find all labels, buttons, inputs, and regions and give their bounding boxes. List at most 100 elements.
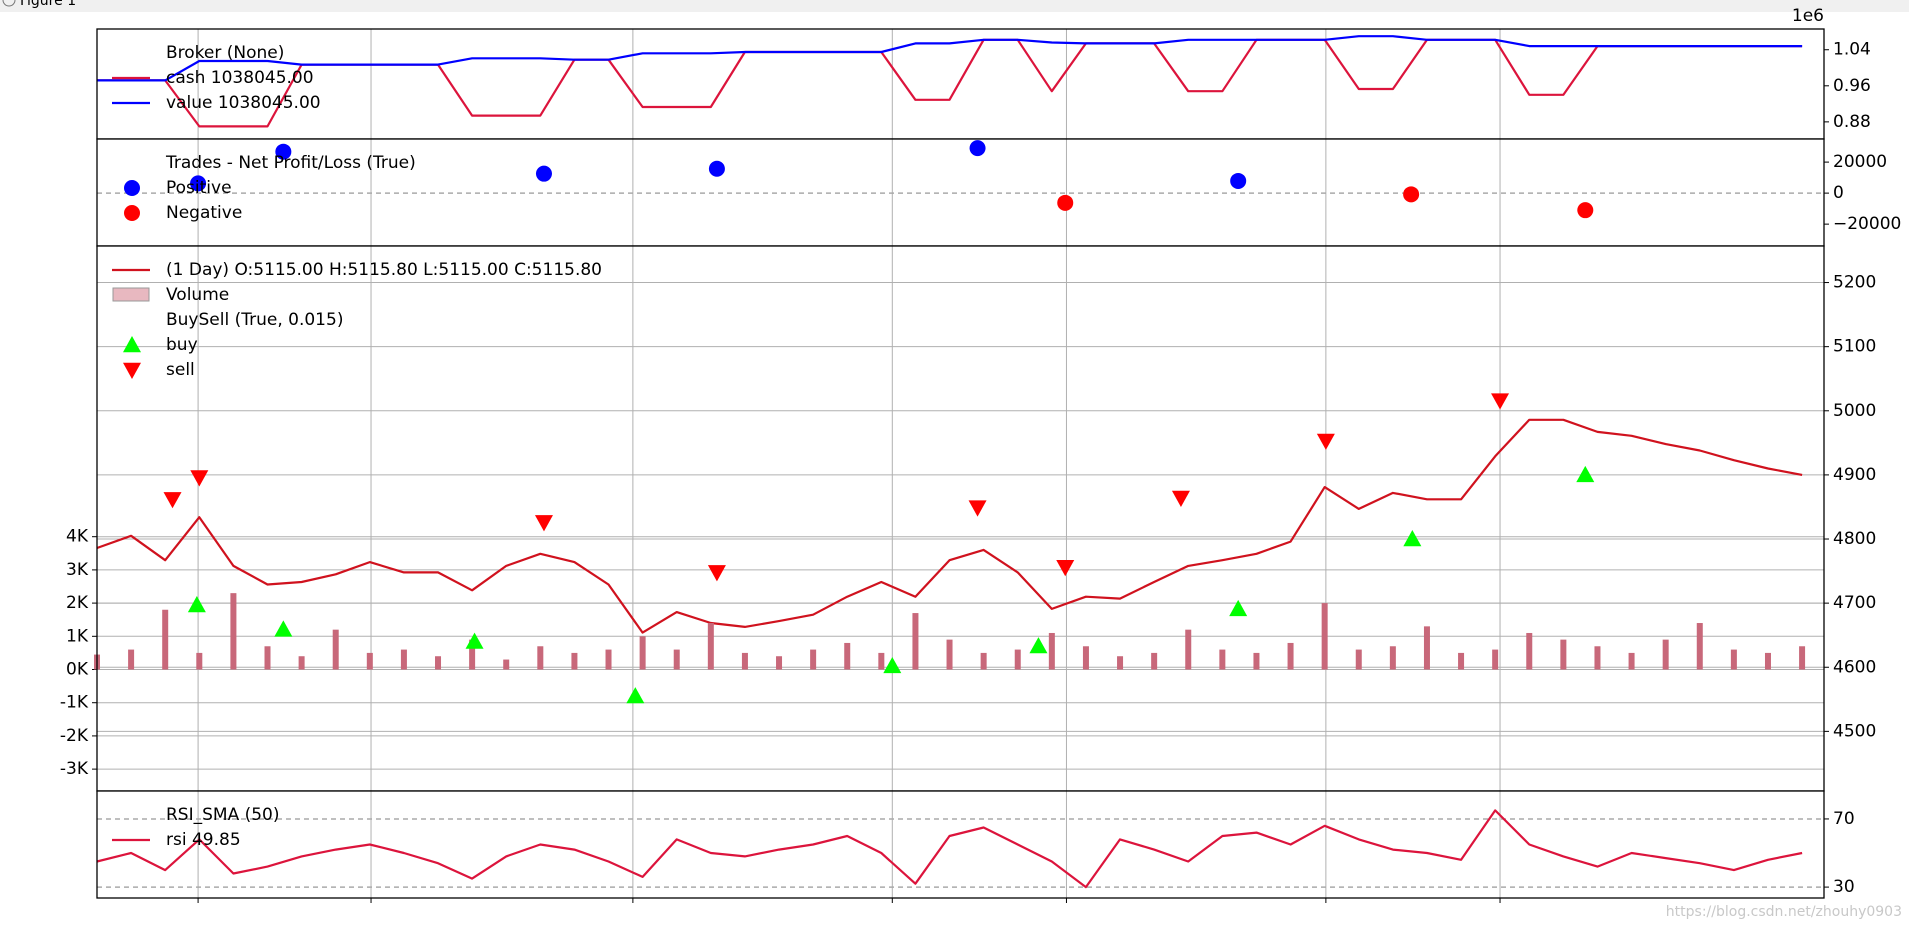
legend-label: (1 Day) O:5115.00 H:5115.80 L:5115.00 C:… (166, 260, 602, 280)
y-tick-label: 5100 (1833, 337, 1876, 357)
marker (969, 140, 986, 157)
volume-bar (162, 609, 169, 670)
legend-label: Positive (166, 178, 232, 198)
marker (534, 515, 553, 532)
y-tick-label: 30 (1833, 877, 1855, 897)
marker (1576, 465, 1595, 483)
volume-bar (264, 646, 271, 670)
legend-title: RSI_SMA (50) (166, 805, 280, 825)
volume-bar (673, 649, 680, 670)
y-tick-label: 4500 (1833, 721, 1876, 741)
y2-tick-label: 1K (66, 626, 89, 646)
volume-bar (1253, 652, 1260, 670)
volume-bar (707, 623, 714, 670)
series-line (96, 809, 1803, 889)
marker (1229, 599, 1248, 617)
y2-tick-label: -3K (60, 759, 89, 779)
volume-bar (605, 649, 612, 670)
y-tick-label: −20000 (1833, 214, 1901, 234)
marker (124, 180, 140, 196)
volume-bar (1696, 623, 1703, 670)
legend-label: value 1038045.00 (166, 93, 321, 113)
panel-background (97, 246, 1824, 791)
offset-label: 1e6 (1792, 6, 1824, 26)
y2-tick-label: 4K (66, 527, 89, 547)
volume-bar (1389, 646, 1396, 670)
volume-bar (1014, 649, 1021, 670)
volume-bar (1117, 656, 1124, 670)
legend-title: Trades - Net Profit/Loss (True) (165, 153, 416, 173)
volume-bar (1764, 652, 1771, 670)
volume-bar (503, 659, 510, 670)
watermark: https://blog.csdn.net/zhouhy0903 (1666, 904, 1902, 920)
volume-bar (128, 649, 135, 670)
volume-bar (1799, 646, 1806, 670)
legend-swatch (112, 287, 150, 302)
volume-bar (810, 649, 817, 670)
marker (123, 336, 141, 353)
marker (190, 175, 207, 192)
legend-title: BuySell (True, 0.015) (166, 310, 343, 330)
marker (1403, 186, 1420, 203)
marker (1057, 194, 1074, 211)
marker (1029, 637, 1048, 654)
volume-bar (332, 629, 339, 670)
y-tick-label: 4700 (1833, 593, 1876, 613)
y-tick-label: 20000 (1833, 152, 1887, 172)
volume-bar (366, 652, 373, 670)
volume-bar (1355, 649, 1362, 670)
panel-background (97, 29, 1824, 139)
legend-title: Broker (None) (166, 43, 284, 63)
marker (124, 205, 140, 221)
series-line (96, 418, 1803, 634)
volume-bar (1492, 649, 1499, 670)
y-tick-label: 0.96 (1833, 76, 1871, 96)
marker (968, 500, 987, 517)
marker (1171, 490, 1190, 507)
marker (883, 656, 902, 674)
volume-bar (230, 593, 237, 670)
panel-frame (96, 790, 1825, 899)
window-icon (2, 0, 16, 7)
volume-bar (1730, 649, 1737, 670)
marker (707, 565, 726, 582)
legend-label: rsi 49.85 (166, 830, 241, 850)
volume-bar (1082, 646, 1089, 670)
marker (626, 687, 645, 704)
y2-tick-label: 3K (66, 560, 89, 580)
marker (1230, 172, 1247, 189)
panel-background (97, 139, 1824, 246)
volume-bar (1594, 646, 1601, 670)
volume-bar (1423, 626, 1430, 670)
marker (465, 632, 484, 649)
y-tick-label: 0 (1833, 183, 1844, 203)
volume-bar (946, 639, 953, 670)
legend-label: buy (166, 335, 198, 355)
volume-bar (741, 652, 748, 670)
volume-bar (1628, 652, 1635, 670)
volume-bar (537, 646, 544, 670)
marker (274, 620, 293, 637)
y-tick-label: 4800 (1833, 529, 1876, 549)
y-tick-label: 0.88 (1833, 112, 1871, 132)
marker (275, 143, 292, 160)
volume-bar (639, 636, 646, 670)
legend-label: cash 1038045.00 (166, 68, 314, 88)
marker (1403, 530, 1422, 547)
y-tick-label: 4900 (1833, 465, 1876, 485)
y-tick-label: 4600 (1833, 657, 1876, 677)
marker (1316, 433, 1335, 450)
legend-label: Volume (166, 285, 229, 305)
marker (1056, 560, 1075, 577)
y2-tick-label: 2K (66, 593, 89, 613)
y2-tick-label: -1K (60, 693, 89, 713)
volume-bar (912, 613, 919, 670)
series-line (97, 35, 1803, 82)
volume-bar (1219, 649, 1226, 670)
volume-bar (1526, 632, 1533, 670)
volume-bar (980, 652, 987, 670)
volume-bar (1662, 639, 1669, 670)
volume-bar (1287, 642, 1294, 670)
marker (163, 492, 182, 509)
y2-tick-label: -2K (60, 726, 89, 746)
